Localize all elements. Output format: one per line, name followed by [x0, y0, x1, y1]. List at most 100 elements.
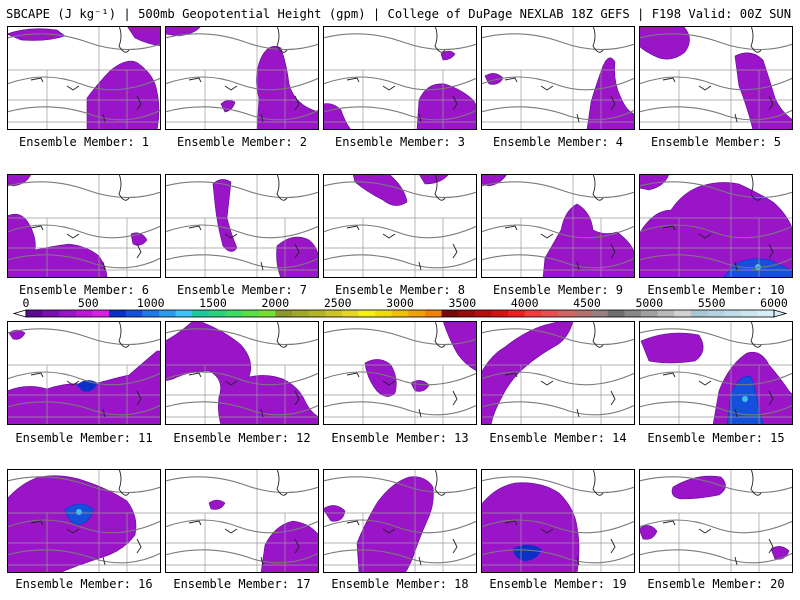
coastline — [136, 538, 142, 554]
coastline — [576, 556, 580, 566]
panel-frame — [7, 469, 161, 573]
colorbar-tick-label: 5500 — [698, 296, 726, 310]
coastline — [540, 528, 554, 534]
colorbar-tick-label: 3000 — [386, 296, 414, 310]
coastline — [610, 243, 616, 259]
coastline — [698, 380, 712, 386]
colorbar-swatch — [508, 310, 526, 317]
coastline — [418, 556, 422, 566]
sbcape-map — [639, 174, 793, 278]
height-contour — [481, 371, 635, 386]
ensemble-member-map — [323, 174, 477, 278]
ensemble-member-map — [323, 26, 477, 130]
panel-frame — [481, 469, 635, 573]
coastline — [750, 174, 762, 201]
colorbar-swatch — [424, 310, 442, 317]
height-contour — [481, 519, 635, 534]
colorbar-swatch — [142, 310, 160, 317]
sbcape-map — [323, 26, 477, 130]
coastline — [260, 113, 264, 123]
cape-shading — [8, 329, 26, 340]
height-contour — [323, 181, 477, 199]
sbcape-map — [323, 174, 477, 278]
ensemble-member-map — [165, 321, 319, 425]
coastline — [224, 85, 238, 91]
coastline — [276, 321, 288, 348]
coastline — [540, 85, 554, 91]
cape-shading — [364, 359, 397, 397]
panel-frame — [639, 174, 793, 278]
cape-shading — [586, 57, 635, 130]
colorbar-tick-label: 1000 — [137, 296, 165, 310]
ensemble-member-map — [639, 469, 793, 573]
coastline — [750, 26, 762, 53]
coastline — [102, 113, 106, 123]
cape-shading — [542, 203, 635, 278]
height-contour — [323, 401, 477, 416]
height-contour — [323, 33, 477, 51]
height-contour — [481, 181, 635, 199]
sbcape-map — [7, 174, 161, 278]
ensemble-member-map — [481, 174, 635, 278]
coastline — [750, 321, 762, 348]
panel-frame — [481, 26, 635, 130]
ensemble-member-caption: Ensemble Member: 7 — [176, 283, 308, 297]
coastline — [346, 372, 360, 378]
colorbar-swatch — [42, 310, 60, 317]
height-contour — [323, 106, 477, 121]
height-contour — [639, 401, 793, 416]
coastline — [260, 261, 264, 271]
height-contour — [639, 519, 793, 534]
coastline — [346, 225, 360, 231]
height-contour — [165, 476, 319, 494]
height-contour — [7, 371, 161, 386]
height-contour — [323, 519, 477, 534]
coastline — [698, 85, 712, 91]
colorbar-tick-label: 1500 — [199, 296, 227, 310]
colorbar-swatch — [242, 310, 260, 317]
sbcape-map — [165, 26, 319, 130]
ensemble-member-map — [481, 469, 635, 573]
coastline — [768, 95, 774, 111]
coastline — [276, 174, 288, 201]
height-contour — [639, 371, 793, 386]
sbcape-map — [7, 469, 161, 573]
colorbar-swatch — [574, 310, 592, 317]
panel-frame — [323, 174, 477, 278]
coastline — [188, 520, 202, 526]
coastline — [592, 174, 604, 201]
height-contour — [7, 76, 161, 91]
coastline — [434, 469, 446, 496]
sbcape-map — [481, 26, 635, 130]
colorbar-swatch — [724, 310, 742, 317]
height-contour — [639, 106, 793, 121]
colorbar-swatch — [75, 310, 93, 317]
ensemble-member-caption: Ensemble Member: 18 — [331, 577, 469, 591]
coastline — [66, 528, 80, 534]
ensemble-member-caption: Ensemble Member: 11 — [15, 431, 153, 445]
colorbar-swatch — [391, 310, 409, 317]
ensemble-member-caption: Ensemble Member: 19 — [489, 577, 627, 591]
panel-frame — [481, 321, 635, 425]
ensemble-member-map — [165, 469, 319, 573]
ensemble-member-map — [481, 26, 635, 130]
sbcape-map — [165, 174, 319, 278]
cape-shading — [86, 60, 160, 130]
ensemble-member-caption: Ensemble Member: 4 — [492, 135, 624, 149]
sbcape-map — [165, 321, 319, 425]
colorbar-swatch — [524, 310, 542, 317]
coastline — [662, 225, 676, 231]
colorbar-swatch — [541, 310, 559, 317]
cape-colorbar: 0 500 1000 1500 2000 2500 3000 3500 4000 4500 5000… — [0, 296, 800, 320]
colorbar-swatch — [607, 310, 625, 317]
height-contour — [323, 76, 477, 91]
coastline — [294, 95, 300, 111]
height-contour — [165, 224, 319, 239]
colorbar-swatch — [690, 310, 708, 317]
height-contour — [7, 519, 161, 534]
colorbar-tick-label: 2500 — [324, 296, 352, 310]
height-contour — [323, 328, 477, 346]
coastline — [188, 225, 202, 231]
colorbar-swatch — [125, 310, 143, 317]
sbcape-map — [7, 321, 161, 425]
